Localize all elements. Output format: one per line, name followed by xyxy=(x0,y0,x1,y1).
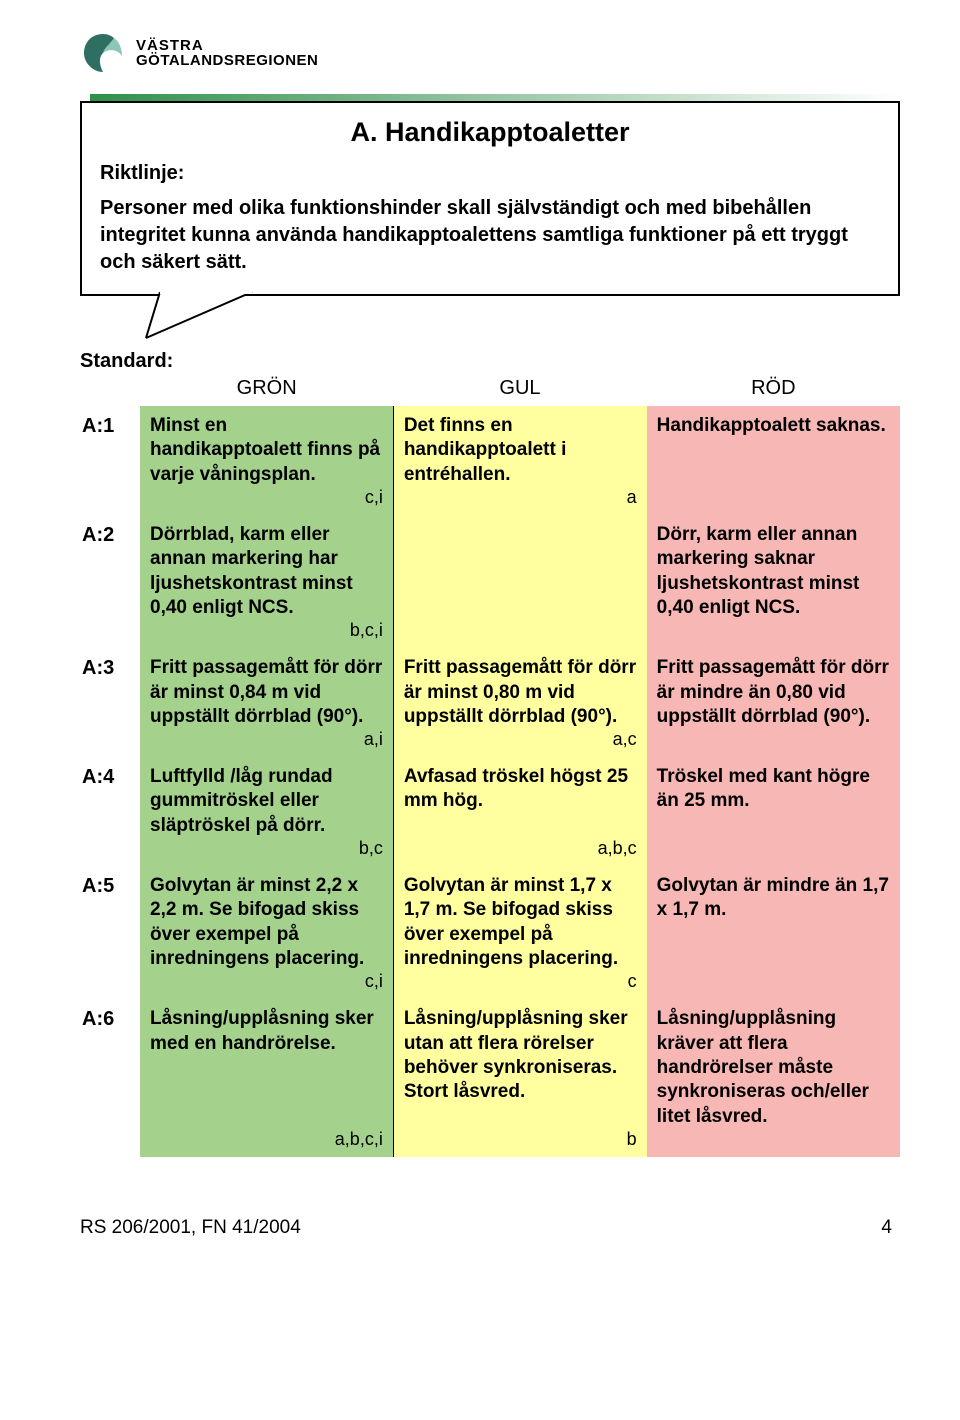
cell-gul-text: Låsning/upplåsning sker utan att flera r… xyxy=(404,1008,628,1102)
cell-gul-note: a xyxy=(627,486,637,509)
logo-text-top: VÄSTRA xyxy=(136,38,318,53)
table-row: A:2Dörrblad, karm eller annan markering … xyxy=(80,515,900,648)
cell-gul-note: b xyxy=(627,1128,637,1151)
header-logo: VÄSTRA GÖTALANDSREGIONEN xyxy=(80,30,900,76)
riktlinje-text: Personer med olika funktionshinder skall… xyxy=(100,195,880,276)
row-id: A:3 xyxy=(80,648,140,757)
cell-gron: Låsning/upplåsning sker med en handrörel… xyxy=(140,999,393,1157)
cell-gul-text: Avfasad tröskel högst 25 mm hög. xyxy=(404,766,628,811)
standard-label: Standard: xyxy=(80,350,900,373)
cell-rod-text: Fritt passagemått för dörr är mindre än … xyxy=(657,657,889,727)
cell-gron-note: c,i xyxy=(365,970,383,993)
cell-rod-text: Dörr, karm eller annan markering saknar … xyxy=(657,524,860,618)
cell-gron-text: Golvytan är minst 2,2 x 2,2 m. Se bifoga… xyxy=(150,875,364,969)
cell-rod-text: Låsning/upplåsning kräver att flera hand… xyxy=(657,1008,869,1126)
col-header-gron: GRÖN xyxy=(140,375,393,406)
col-header-rod: RÖD xyxy=(647,375,900,406)
row-id: A:5 xyxy=(80,866,140,999)
cell-gron-note: a,b,c,i xyxy=(335,1128,383,1151)
cell-rod-text: Tröskel med kant högre än 25 mm. xyxy=(657,766,870,811)
page-footer: RS 206/2001, FN 41/2004 4 xyxy=(80,1217,900,1239)
cell-gron-note: a,i xyxy=(364,728,383,751)
cell-gul-text: Det finns en handikapptoalett i entréhal… xyxy=(404,415,567,485)
cell-gul-text: Golvytan är minst 1,7 x 1,7 m. Se bifoga… xyxy=(404,875,618,969)
row-id: A:4 xyxy=(80,757,140,866)
table-header-row: GRÖN GUL RÖD xyxy=(80,375,900,406)
cell-gron: Dörrblad, karm eller annan markering har… xyxy=(140,515,393,648)
cell-gron-note: c,i xyxy=(365,486,383,509)
cell-rod: Låsning/upplåsning kräver att flera hand… xyxy=(647,999,900,1157)
cell-rod: Fritt passagemått för dörr är mindre än … xyxy=(647,648,900,757)
cell-rod: Golvytan är mindre än 1,7 x 1,7 m. xyxy=(647,866,900,999)
cell-gul: Avfasad tröskel högst 25 mm hög. a,b,c xyxy=(393,757,646,866)
table-row: A:6Låsning/upplåsning sker med en handrö… xyxy=(80,999,900,1157)
cell-rod: Dörr, karm eller annan markering saknar … xyxy=(647,515,900,648)
table-row: A:4Luftfylld /låg rundad gummitröskel el… xyxy=(80,757,900,866)
cell-gul: Fritt passagemått för dörr är minst 0,80… xyxy=(393,648,646,757)
footer-left: RS 206/2001, FN 41/2004 xyxy=(80,1217,301,1239)
logo-text-bottom: GÖTALANDSREGIONEN xyxy=(136,53,318,68)
cell-gul: Det finns en handikapptoalett i entréhal… xyxy=(393,406,646,515)
cell-gron-text: Dörrblad, karm eller annan markering har… xyxy=(150,524,353,618)
cell-gron: Minst en handikapptoalett finns på varje… xyxy=(140,406,393,515)
cell-gron-text: Fritt passagemått för dörr är minst 0,84… xyxy=(150,657,382,727)
cell-gul: Låsning/upplåsning sker utan att flera r… xyxy=(393,999,646,1157)
cell-gron-note: b,c,i xyxy=(350,619,383,642)
table-row: A:5Golvytan är minst 2,2 x 2,2 m. Se bif… xyxy=(80,866,900,999)
cell-gron: Fritt passagemått för dörr är minst 0,84… xyxy=(140,648,393,757)
cell-gul-note: a,c xyxy=(613,728,637,751)
standards-table: GRÖN GUL RÖD A:1Minst en handikapptoalet… xyxy=(80,375,900,1157)
title-box: A. Handikapptoaletter Riktlinje: Persone… xyxy=(80,101,900,296)
riktlinje-label: Riktlinje: xyxy=(100,162,880,185)
cell-rod: Handikapptoalett saknas. xyxy=(647,406,900,515)
cell-gul-note: c xyxy=(628,970,637,993)
table-row: A:3Fritt passagemått för dörr är minst 0… xyxy=(80,648,900,757)
table-row: A:1Minst en handikapptoalett finns på va… xyxy=(80,406,900,515)
cell-gron-text: Luftfylld /låg rundad gummitröskel eller… xyxy=(150,766,333,836)
row-id: A:6 xyxy=(80,999,140,1157)
cell-gron: Luftfylld /låg rundad gummitröskel eller… xyxy=(140,757,393,866)
cell-gul: Golvytan är minst 1,7 x 1,7 m. Se bifoga… xyxy=(393,866,646,999)
speech-tail-icon xyxy=(142,292,262,340)
page-title: A. Handikapptoaletter xyxy=(100,117,880,148)
col-header-gul: GUL xyxy=(393,375,646,406)
cell-gul xyxy=(393,515,646,648)
cell-gron-text: Låsning/upplåsning sker med en handrörel… xyxy=(150,1008,374,1053)
cell-rod-text: Golvytan är mindre än 1,7 x 1,7 m. xyxy=(657,875,889,920)
cell-gul-note: a,b,c xyxy=(598,837,637,860)
cell-rod: Tröskel med kant högre än 25 mm. xyxy=(647,757,900,866)
cell-gron-note: b,c xyxy=(359,837,383,860)
row-id: A:2 xyxy=(80,515,140,648)
footer-page-number: 4 xyxy=(881,1217,892,1239)
row-id: A:1 xyxy=(80,406,140,515)
cell-gron-text: Minst en handikapptoalett finns på varje… xyxy=(150,415,380,485)
logo-swirl-icon xyxy=(80,30,126,76)
cell-gron: Golvytan är minst 2,2 x 2,2 m. Se bifoga… xyxy=(140,866,393,999)
cell-rod-text: Handikapptoalett saknas. xyxy=(657,415,886,436)
cell-gul-text: Fritt passagemått för dörr är minst 0,80… xyxy=(404,657,636,727)
